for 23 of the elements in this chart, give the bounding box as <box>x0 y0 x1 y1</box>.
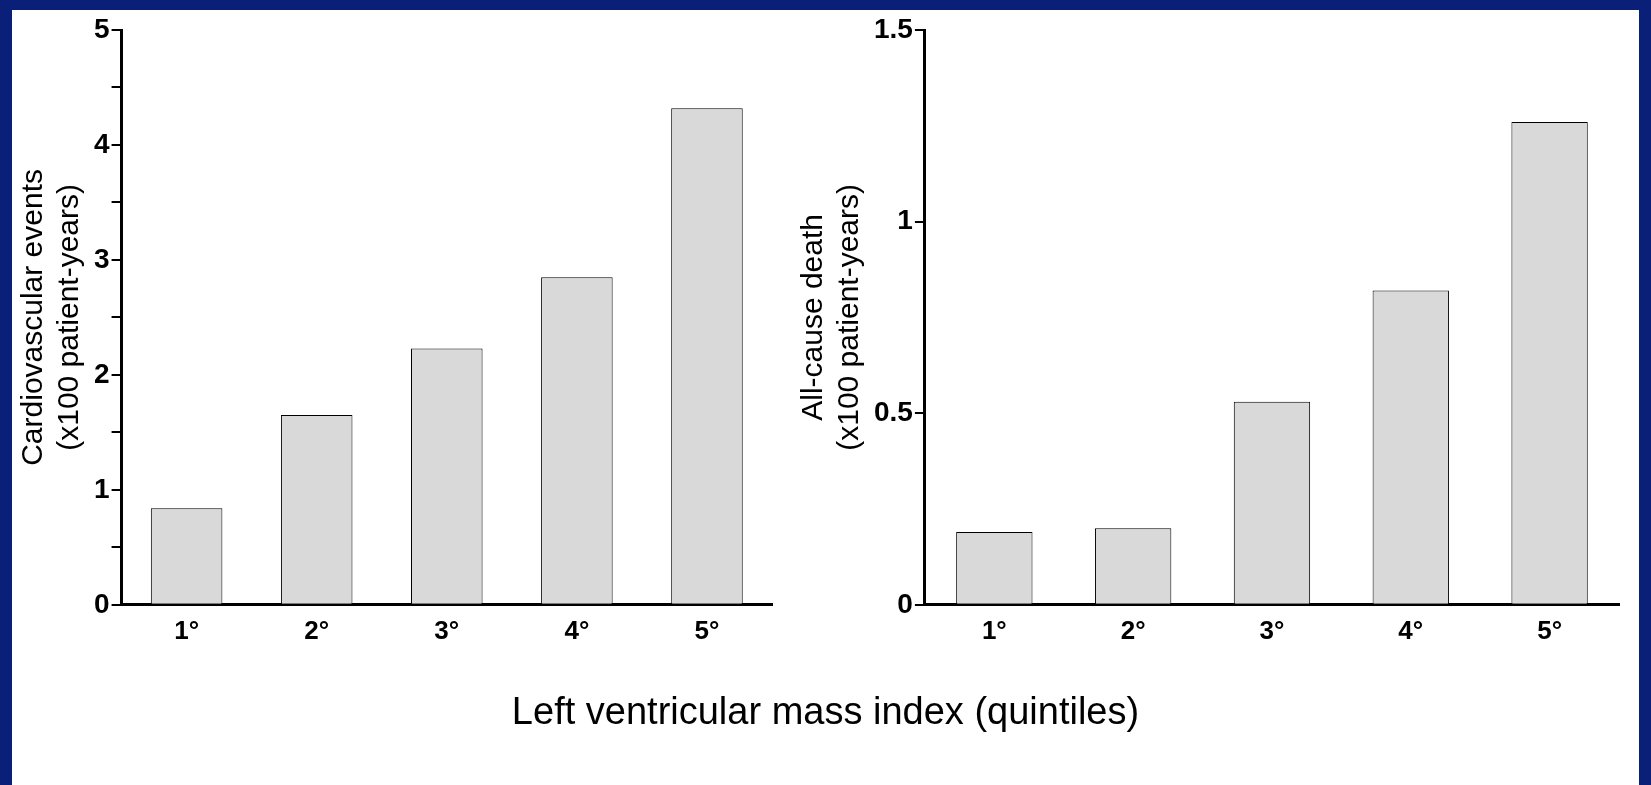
x-tick-label: 4° <box>1398 614 1424 645</box>
y-tick-label: 5 <box>93 12 110 44</box>
x-tick-label: 2° <box>1120 614 1146 645</box>
y-tick-label: 0 <box>93 587 110 619</box>
y-tick-label: 1 <box>897 204 913 236</box>
x-tick-label: 3° <box>434 614 460 645</box>
y-tick-label: 4 <box>93 127 110 159</box>
y-tick-label: 3 <box>93 242 110 274</box>
y-tick-label: 1.5 <box>873 12 913 44</box>
x-tick-label: 1° <box>981 614 1007 645</box>
y-axis-title: Cardiovascular events (x100 patient-years) <box>15 168 85 466</box>
x-tick-label: 2° <box>304 614 330 645</box>
x-tick-label: 5° <box>1537 614 1563 645</box>
x-tick-label: 3° <box>1259 614 1285 645</box>
y-axis-title: All-cause death (x100 patient-years) <box>795 184 865 451</box>
text: Left ventricular mass index (quintiles) <box>510 690 1141 733</box>
y-tick-label: 0.5 <box>873 395 913 427</box>
x-tick-label: 1° <box>174 614 200 645</box>
y-tick-label: 0 <box>897 587 913 619</box>
y-tick-label: 2 <box>93 357 110 389</box>
y-tick-label: 1 <box>93 472 110 504</box>
x-tick-label: 5° <box>694 614 720 645</box>
x-tick-label: 4° <box>564 614 590 645</box>
